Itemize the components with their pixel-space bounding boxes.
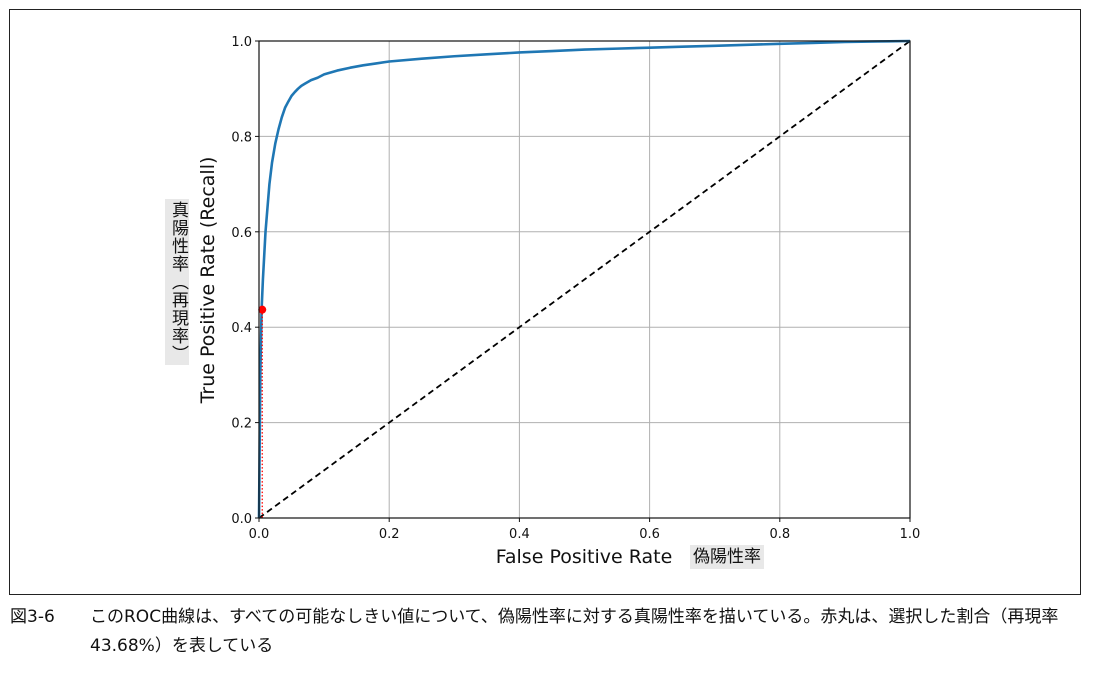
y-axis-title: True Positive Rate (Recall) bbox=[197, 157, 219, 405]
y-tick-label: 0.8 bbox=[231, 130, 252, 145]
axes-layer bbox=[258, 40, 911, 519]
x-tick-label: 0.4 bbox=[509, 527, 530, 542]
y-tick-label: 0.4 bbox=[231, 321, 252, 336]
plot-border bbox=[258, 40, 911, 519]
roc-curve bbox=[257, 39, 911, 519]
figure-caption: 図3-6 このROC曲線は、すべての可能なしきい値について、偽陽性率に対する真陽… bbox=[10, 603, 1095, 661]
x-axis-title-ja: 偽陽性率 bbox=[690, 545, 764, 569]
x-tick-label: 0.0 bbox=[249, 527, 270, 542]
x-tick-label: 0.2 bbox=[379, 527, 400, 542]
marker-layer bbox=[258, 305, 267, 518]
y-tick-label: 0.2 bbox=[231, 417, 252, 432]
x-tick-label: 0.6 bbox=[639, 527, 660, 542]
caption-number: 図3-6 bbox=[10, 607, 55, 627]
y-tick-label: 1.0 bbox=[231, 35, 252, 50]
caption-text: このROC曲線は、すべての可能なしきい値について、偽陽性率に対する真陽性率を描い… bbox=[90, 607, 1059, 656]
y-axis-title-ja: 真陽性率（再現率） bbox=[165, 199, 189, 365]
roc-chart: 0.0 0.2 0.4 0.6 0.8 1.0 0.0 0.2 0.4 0.6 0.8 1.0 Fal… bbox=[197, 35, 920, 568]
random-classifier-line bbox=[258, 40, 911, 519]
y-tick-label: 0.0 bbox=[231, 512, 252, 527]
threshold-point bbox=[258, 305, 267, 314]
reference-line-layer bbox=[258, 40, 911, 519]
tick-layer: 0.0 0.2 0.4 0.6 0.8 1.0 0.0 0.2 0.4 0.6 0.8 1.0 bbox=[231, 35, 920, 542]
x-tick-label: 1.0 bbox=[900, 527, 921, 542]
roc-curve-layer bbox=[257, 39, 911, 519]
y-tick-label: 0.6 bbox=[231, 226, 252, 241]
x-tick-label: 0.8 bbox=[769, 527, 790, 542]
x-axis-title: False Positive Rate bbox=[496, 546, 673, 568]
